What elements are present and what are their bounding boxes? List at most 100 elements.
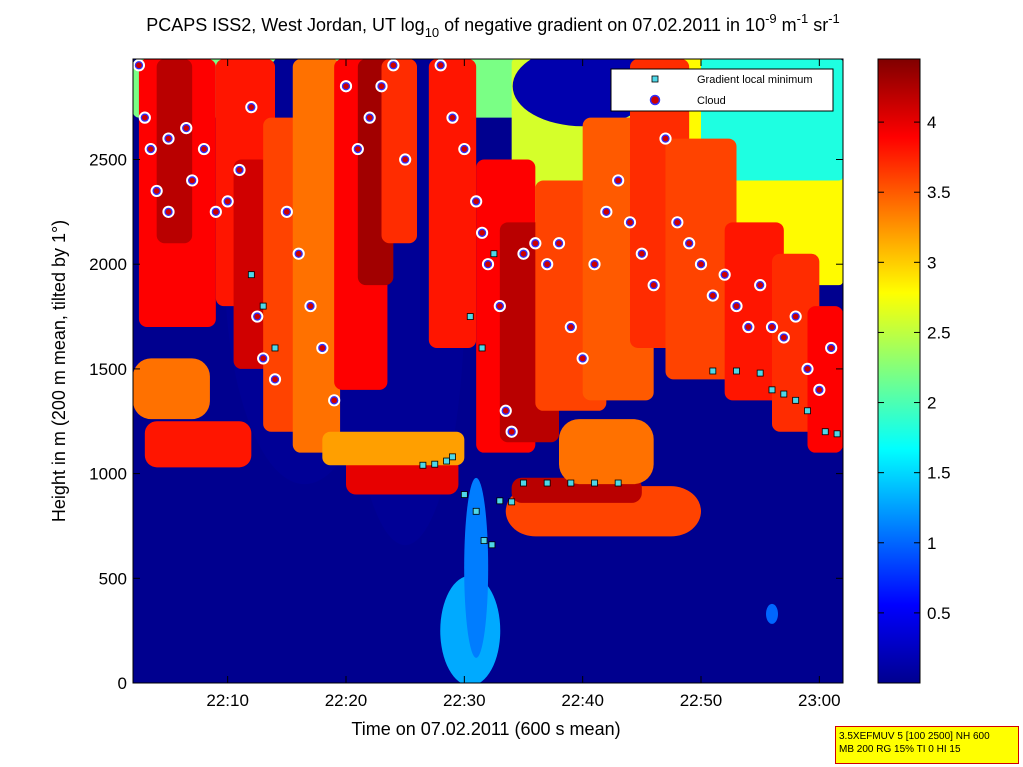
cloud-point (531, 239, 540, 248)
cloud-point (827, 343, 836, 353)
markers (133, 59, 841, 549)
gradient-minimum-point (756, 369, 764, 377)
legend-square-marker (651, 75, 659, 83)
cloud-point (779, 333, 788, 342)
cloud-point (306, 301, 315, 311)
legend: Gradient local minimum Cloud (610, 68, 834, 112)
legend-circle-marker (649, 94, 661, 106)
cloud-point (602, 207, 611, 217)
cloud-point (744, 322, 753, 332)
gradient-minimum-point (480, 537, 488, 545)
chart-title: PCAPS ISS2, West Jordan, UT log10 of neg… (146, 11, 840, 40)
legend-label-cloud: Cloud (697, 95, 726, 107)
cloud-point (756, 280, 765, 290)
cloud-point (720, 270, 729, 279)
cloud-point (472, 197, 481, 206)
cloud-point (661, 134, 670, 143)
y-tick-label: 2500 (89, 151, 127, 170)
colorbar-tick-label: 3.5 (927, 183, 951, 202)
heatmap-cell (133, 358, 210, 420)
x-axis: 22:10 22:20 22:30 22:40 22:50 23:00 (206, 59, 841, 710)
gradient-minimum-point (543, 479, 551, 487)
plot-area: 22:10 22:20 22:30 22:40 22:50 23:00 0 500 1000 1… (89, 58, 844, 710)
cloud-point (519, 249, 528, 258)
cloud-point (294, 249, 303, 258)
colorbar-tick-label: 2 (927, 394, 936, 413)
cloud-point (554, 239, 564, 248)
gradient-minimum-point (419, 461, 427, 469)
cloud-point (708, 291, 717, 300)
cloud-point (140, 113, 149, 122)
cloud-point (483, 260, 493, 269)
cloud-point (164, 207, 173, 217)
colorbar-ticks: 0.5 1 1.5 2 2.5 3 3.5 4 (878, 113, 951, 623)
y-tick-label: 1000 (89, 465, 127, 484)
cloud-point (507, 427, 516, 436)
heatmap-cell (292, 59, 341, 453)
cloud-point (803, 364, 812, 374)
gradient-minimum-point (821, 428, 829, 436)
cloud-point (353, 144, 362, 154)
cloud-point (188, 176, 197, 185)
cloud-point (578, 354, 587, 363)
y-tick-label: 0 (118, 674, 127, 693)
cloud-point (223, 197, 232, 206)
stamp-line-2: MB 200 RG 15% TI 0 HI 15 (839, 744, 961, 755)
gradient-minimum-point (247, 271, 255, 279)
colorbar-tick-label: 2.5 (927, 323, 951, 342)
cloud-point (448, 113, 457, 122)
cloud-point (696, 260, 706, 269)
gradient-minimum-point (472, 507, 480, 515)
cloud-point (767, 322, 777, 332)
cloud-point (164, 134, 173, 143)
stamp-line-1: 3.5XEFMUV 5 [100 2500] NH 600 (839, 731, 990, 742)
gradient-minimum-point (733, 367, 740, 375)
gradient-minimum-point (449, 453, 456, 461)
gradient-minimum-point (804, 407, 811, 415)
gradient-minimum-point (259, 302, 267, 310)
cloud-point (282, 207, 291, 217)
cloud-point (146, 144, 155, 154)
heatmap-cell (144, 421, 252, 468)
heatmap-cell (464, 477, 489, 658)
cloud-point (152, 186, 161, 196)
x-tick-label: 22:30 (443, 691, 486, 710)
cloud-point (365, 113, 374, 122)
x-tick-label: 22:50 (680, 691, 723, 710)
gradient-minimum-point (508, 498, 516, 506)
cloud-point (637, 249, 646, 258)
gradient-minimum-point (431, 460, 439, 468)
legend-box (610, 68, 834, 112)
x-tick-label: 22:20 (325, 691, 368, 710)
cloud-point (401, 155, 410, 164)
colorbar: 0.5 1 1.5 2 2.5 3 3.5 4 (877, 58, 951, 684)
cloud-point (134, 61, 144, 70)
heatmap-cell (381, 59, 417, 244)
gradient-minimum-point (496, 497, 504, 505)
colorbar-tick-label: 1.5 (927, 464, 951, 483)
colorbar-tick-label: 0.5 (927, 604, 951, 623)
x-tick-label: 23:00 (798, 691, 841, 710)
gradient-minimum-point (614, 479, 622, 487)
y-axis-label: Height in m (200 m mean, tilted by 1°) (49, 220, 69, 522)
y-tick-label: 2000 (89, 255, 127, 274)
cloud-point (625, 218, 635, 227)
settings-stamp: 3.5XEFMUV 5 [100 2500] NH 600 MB 200 RG … (835, 726, 1019, 764)
heatmap-cell (559, 419, 654, 485)
y-axis: 0 500 1000 1500 2000 2500 (89, 151, 843, 693)
cloud-point (460, 144, 469, 154)
legend-label-gradient: Gradient local minimum (697, 74, 813, 86)
x-tick-label: 22:40 (561, 691, 604, 710)
gradient-minimum-point (520, 479, 527, 487)
cloud-point (614, 176, 623, 185)
cloud-point (235, 165, 244, 175)
gradient-minimum-point (591, 479, 598, 487)
cloud-point (477, 228, 487, 237)
cloud-point (732, 301, 741, 311)
heatmap-cell (322, 431, 465, 466)
gradient-minimum-point (709, 367, 717, 375)
cloud-point (673, 218, 682, 227)
gradient-minimum-point (833, 430, 841, 438)
cloud-point (270, 375, 280, 384)
